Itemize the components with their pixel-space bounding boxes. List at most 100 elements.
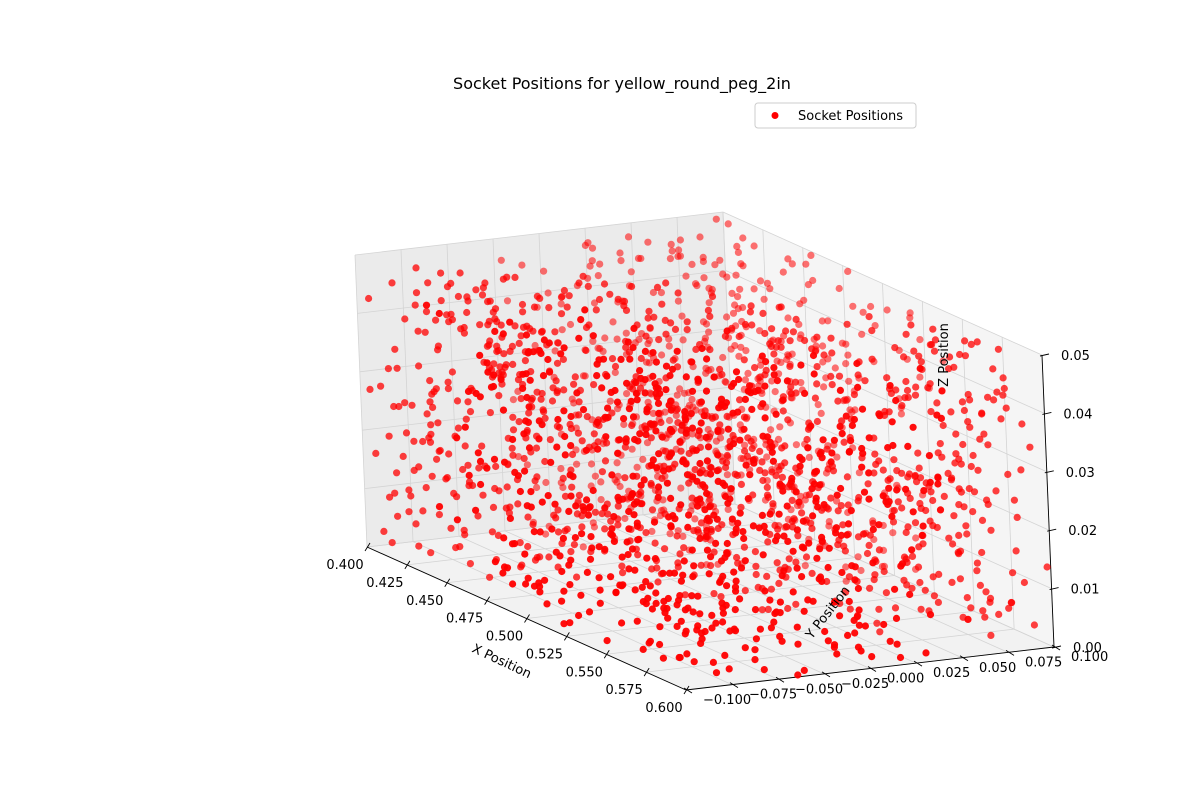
data-point [796,300,804,308]
y-tick-label: −0.100 [703,693,751,708]
data-point [667,494,675,502]
data-point [643,554,651,562]
data-point [563,525,571,533]
data-point [415,463,423,471]
data-point [684,523,692,532]
data-point [577,591,585,599]
data-point [627,397,635,405]
data-point [607,573,615,581]
data-point [724,505,732,513]
data-point [854,533,863,541]
data-point [984,500,992,508]
data-point [465,482,473,490]
data-point [506,514,514,523]
data-point [712,619,720,627]
x-tick [484,596,491,605]
data-point [732,587,740,595]
data-point [834,507,842,515]
data-point [820,351,828,359]
data-point [561,432,569,441]
data-point [960,406,969,415]
data-point [737,260,745,268]
data-point [802,553,811,561]
data-point [689,473,697,481]
data-point [415,362,423,370]
data-point [453,516,461,524]
data-point [927,408,935,416]
data-point [608,471,616,479]
data-point [658,300,666,308]
data-point [624,338,632,346]
data-point [630,511,638,519]
y-grid-left [538,233,552,526]
data-point [865,434,873,442]
data-point [673,405,682,413]
data-point [566,581,574,589]
data-point [500,534,508,542]
data-point [509,451,517,459]
data-point [737,503,745,511]
data-point [701,483,709,491]
data-point [546,436,555,444]
data-point [542,478,550,487]
data-point [967,340,975,348]
data-point [751,364,759,372]
data-point [604,413,612,422]
data-point [704,443,713,451]
data-point [518,300,527,309]
data-point [776,609,784,617]
data-point [812,467,821,475]
data-point [464,398,472,406]
data-point [811,394,820,402]
data-point [492,462,500,471]
data-point [650,420,658,428]
data-point [607,530,615,538]
data-point [530,528,538,536]
data-point [705,570,713,578]
data-point [575,491,584,499]
data-point [649,349,657,357]
data-point [611,368,619,377]
data-point [752,562,760,570]
data-point [888,512,896,521]
data-point [854,497,862,505]
data-point [676,550,684,558]
data-point [729,431,737,440]
data-point [572,502,580,510]
data-point [870,469,878,477]
data-point [644,238,652,246]
y-tick-label: 0.025 [933,666,970,681]
data-point [898,402,906,410]
data-point [437,297,445,305]
data-point [483,464,491,472]
data-point [768,377,776,385]
data-point [622,435,630,443]
data-point [754,375,762,383]
data-point [1020,578,1028,587]
data-point [412,264,420,272]
data-point [399,452,407,460]
data-point [707,562,715,570]
data-point [445,450,453,458]
data-point [888,418,896,426]
data-point [798,456,806,464]
data-point [763,483,771,491]
data-point [618,619,626,627]
data-point [961,352,970,360]
data-point [509,396,517,404]
x-tick [364,542,371,552]
data-point [366,385,374,393]
data-point [917,504,925,512]
data-point [491,558,499,566]
data-point [934,480,942,488]
data-point [520,430,528,438]
data-point [869,559,877,567]
data-point [922,649,930,657]
data-point [786,362,794,370]
data-point [989,365,997,373]
data-point [924,384,932,392]
z-tick [1044,470,1054,474]
data-point [646,582,654,590]
data-point [964,418,972,426]
data-point [688,546,696,554]
